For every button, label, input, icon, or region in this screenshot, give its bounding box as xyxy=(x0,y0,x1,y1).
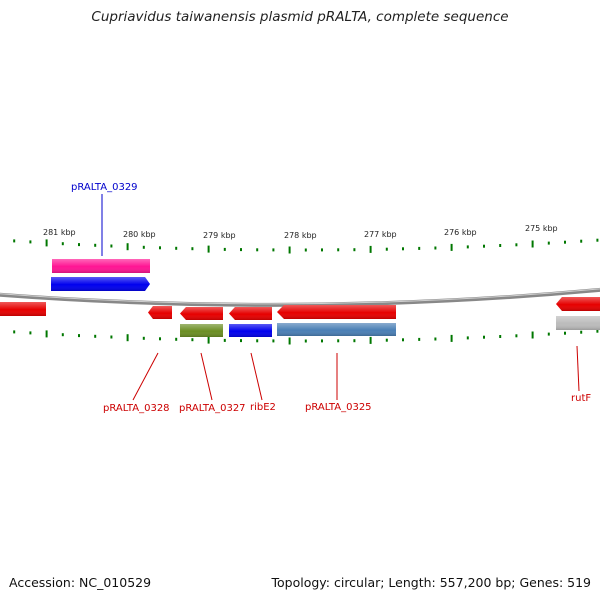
gene-label-ribe2[interactable]: ribE2 xyxy=(250,402,276,413)
gene-label-pralta-0327[interactable]: pRALTA_0327 xyxy=(179,403,246,414)
tick-row-top xyxy=(13,238,599,254)
feature-pralta-0329-gene[interactable] xyxy=(52,259,150,273)
feature-pralta-0328[interactable] xyxy=(148,306,172,319)
gene-label-pralta-0325[interactable]: pRALTA_0325 xyxy=(305,402,372,413)
feature-left-edge-cds[interactable] xyxy=(0,302,46,316)
topology-text: Topology: circular; Length: 557,200 bp; … xyxy=(271,575,592,590)
feature-pralta-0329-cds[interactable] xyxy=(51,277,150,291)
kbp-label: 280 kbp xyxy=(123,230,156,239)
sequence-backbone-highlight xyxy=(0,288,600,305)
kbp-label: 278 kbp xyxy=(284,231,317,240)
feature-rutf-gene[interactable] xyxy=(556,316,600,330)
feature-pralta-0327-gene[interactable] xyxy=(180,324,223,337)
feature-rutf-cds[interactable] xyxy=(556,297,600,311)
feature-pralta-0325-gene[interactable] xyxy=(277,323,396,336)
kbp-scale-labels: 281 kbp 280 kbp 279 kbp 278 kbp 277 kbp … xyxy=(43,224,558,240)
sequence-backbone xyxy=(0,287,600,307)
label-leader-lines xyxy=(101,194,580,401)
feature-pralta-0325-cds[interactable] xyxy=(277,305,396,319)
tick-row-bottom xyxy=(13,329,599,345)
map-title: Cupriavidus taiwanensis plasmid pRALTA, … xyxy=(91,9,509,25)
gene-label-rutf[interactable]: rutF xyxy=(571,393,591,404)
kbp-label: 281 kbp xyxy=(43,228,76,237)
feature-ribe2-cds[interactable] xyxy=(229,307,272,320)
gene-label-pralta-0328[interactable]: pRALTA_0328 xyxy=(103,403,170,414)
kbp-label: 279 kbp xyxy=(203,231,236,240)
kbp-label: 275 kbp xyxy=(525,224,558,233)
kbp-label: 277 kbp xyxy=(364,230,397,239)
kbp-label: 276 kbp xyxy=(444,228,477,237)
accession-text: Accession: NC_010529 xyxy=(9,575,152,590)
gene-label-pralta-0329[interactable]: pRALTA_0329 xyxy=(71,182,138,193)
feature-pralta-0327-cds[interactable] xyxy=(180,307,223,320)
feature-ribe2-gene[interactable] xyxy=(229,324,272,337)
